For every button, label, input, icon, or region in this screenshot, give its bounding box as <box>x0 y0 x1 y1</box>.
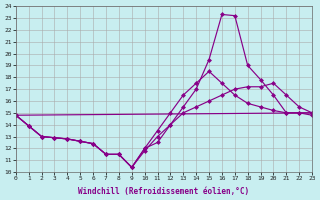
X-axis label: Windchill (Refroidissement éolien,°C): Windchill (Refroidissement éolien,°C) <box>78 187 250 196</box>
